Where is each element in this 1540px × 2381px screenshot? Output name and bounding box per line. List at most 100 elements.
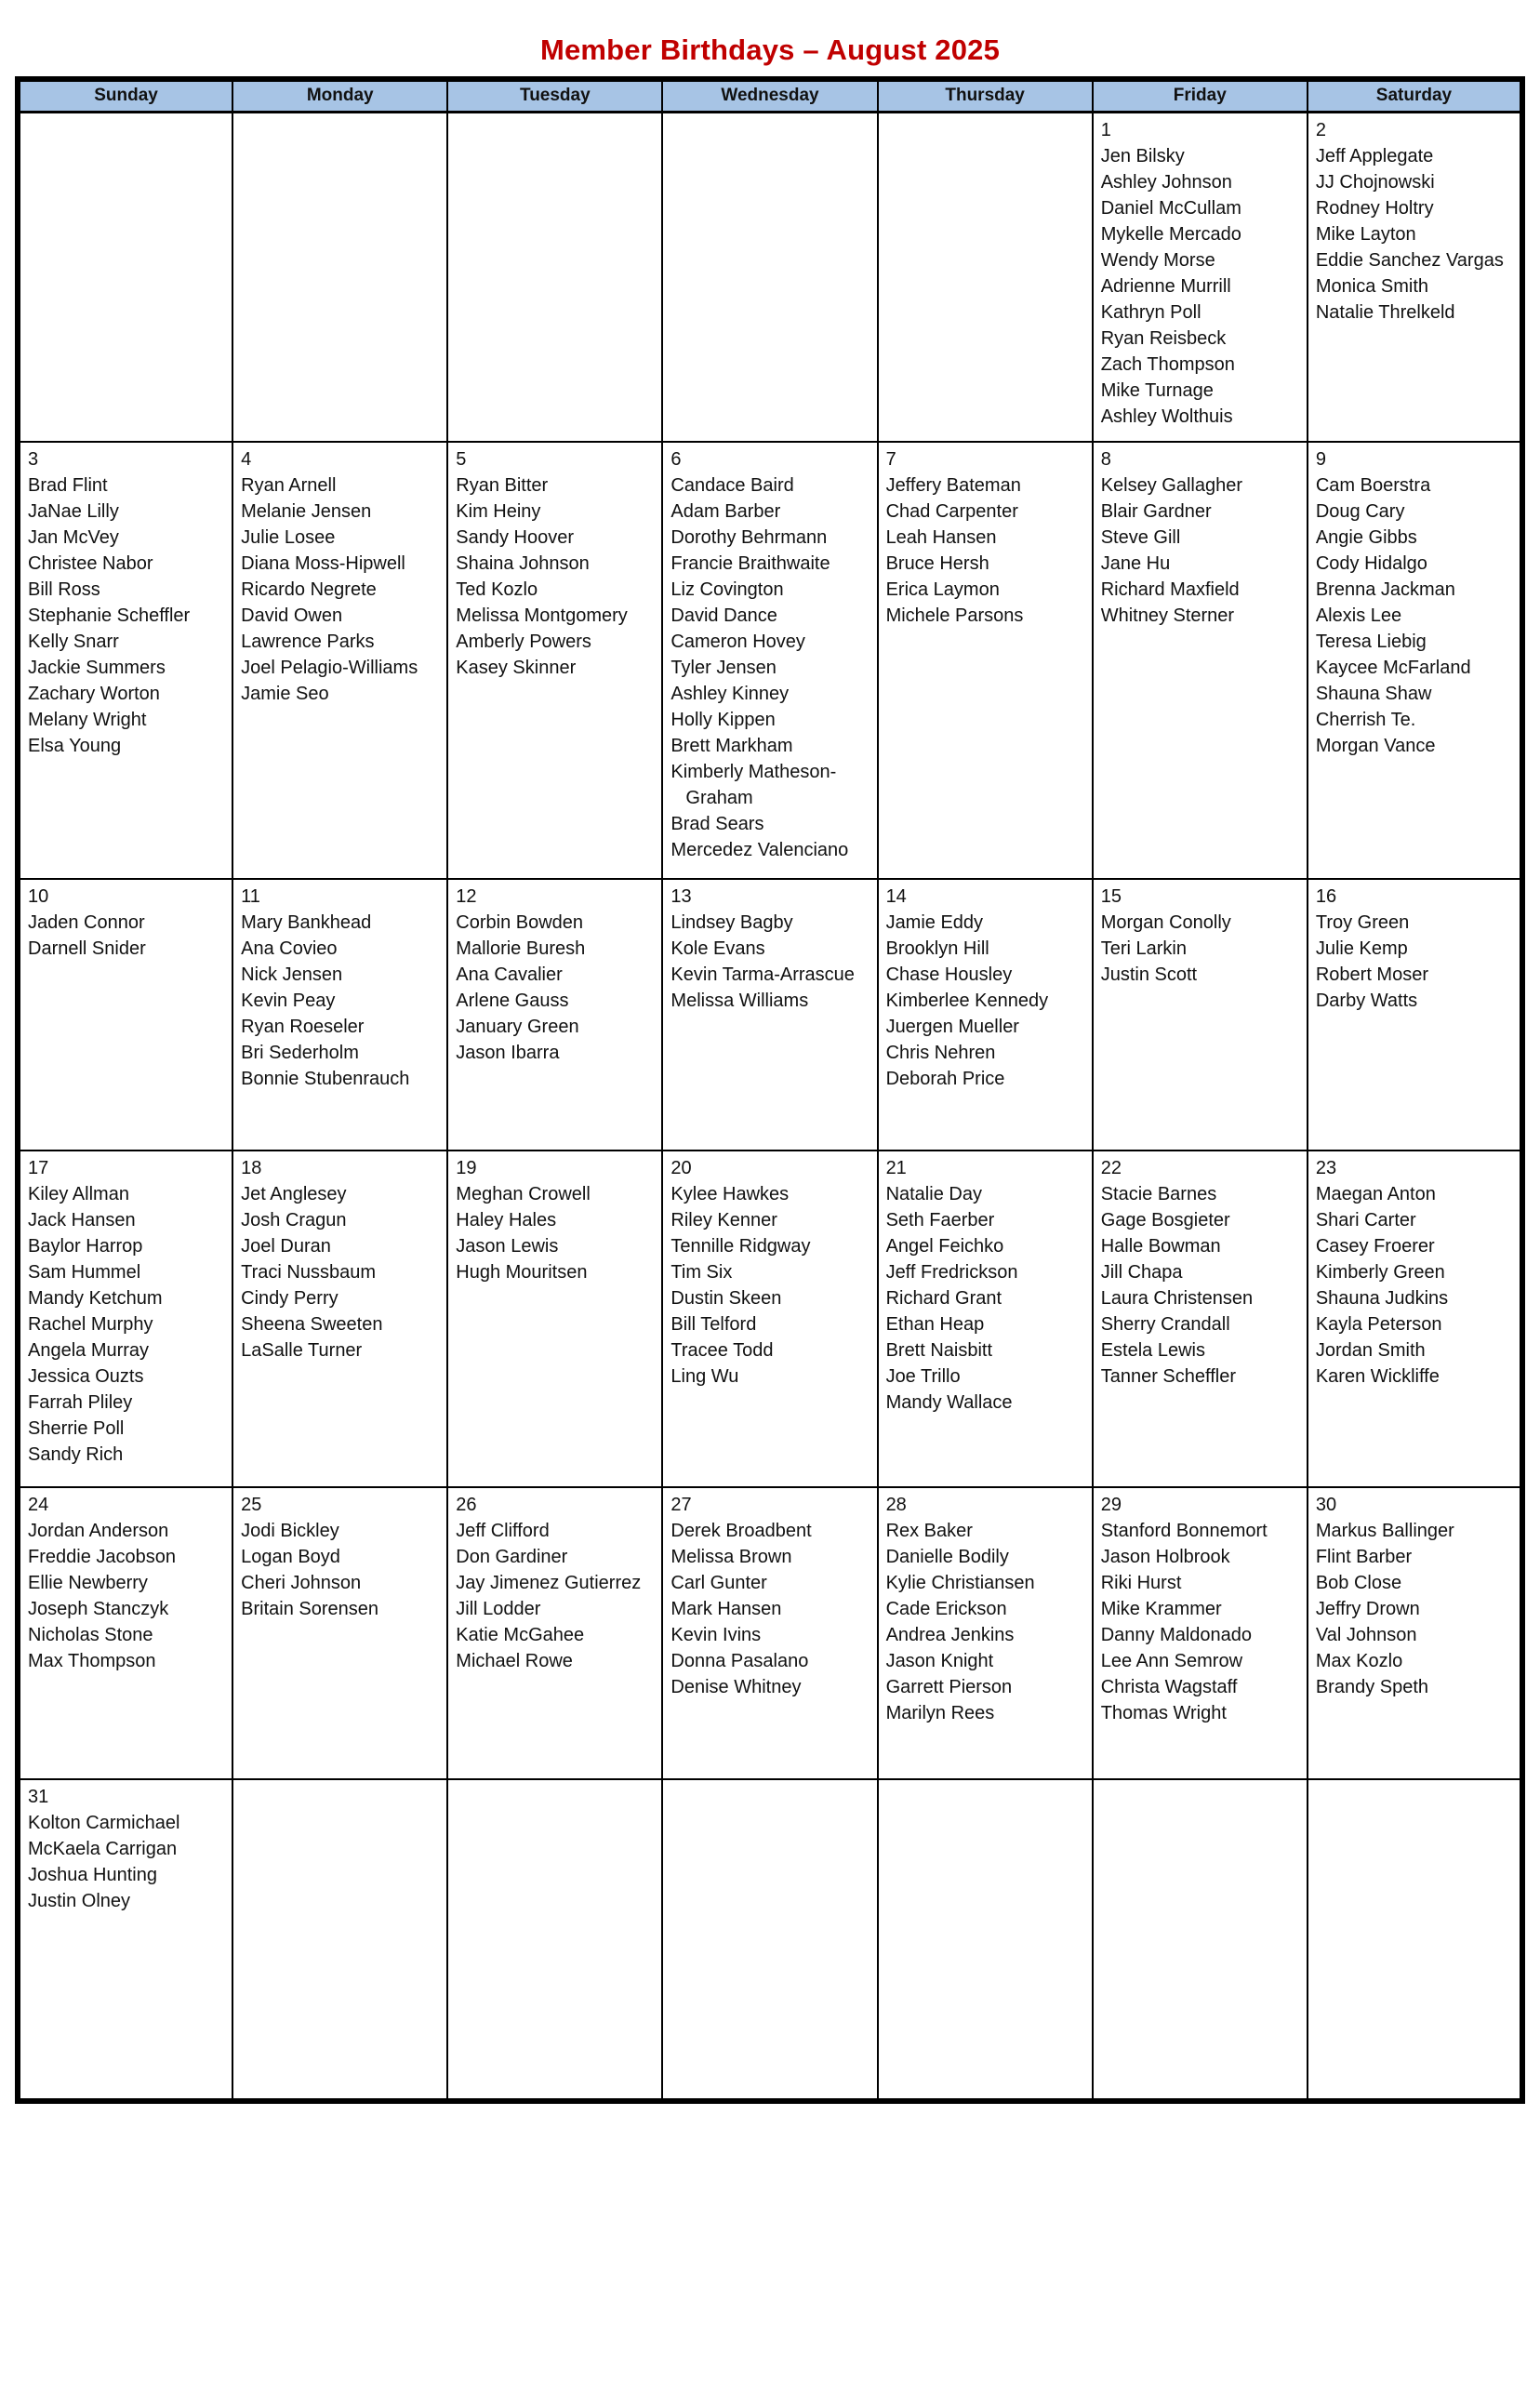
week-row: 3 Brad Flint JaNae Lilly Jan McVey Christee …	[16, 441, 1524, 880]
member-name: David Owen	[241, 605, 343, 626]
member-name: Jason Holbrook	[1100, 1547, 1230, 1567]
member-name: Melanie Jensen	[241, 501, 372, 522]
day-number: 23	[1315, 1158, 1337, 1178]
member-name: Monica Smith	[1315, 275, 1428, 297]
member-name: Kathryn Poll	[1100, 301, 1201, 323]
day-cell-5: 5 Ryan Bitter Kim Heiny Sandy Hoover Shaina …	[446, 441, 664, 880]
member-name: Cody Hidalgo	[1315, 553, 1427, 574]
member-name: Deborah Price	[885, 1069, 1005, 1089]
member-name: Ling Wu	[670, 1366, 739, 1387]
day-number: 19	[456, 1158, 477, 1178]
weekday-header-row: Sunday Monday Tuesday Wednesday Thursday…	[16, 78, 1524, 113]
day-number: 6	[670, 449, 682, 470]
day-cell-17: 17 Kiley Allman Jack Hansen Baylor Harrop Sa…	[16, 1150, 234, 1488]
day-cell-empty	[1091, 1778, 1308, 2102]
member-name: Seth Faerber	[885, 1210, 995, 1230]
member-name: Ana Cavalier	[456, 964, 563, 985]
member-name: Jason Knight	[885, 1651, 994, 1671]
member-name: Jill Chapa	[1100, 1262, 1183, 1283]
member-name: Chris Nehren	[885, 1043, 996, 1063]
member-name: Halle Bowman	[1100, 1236, 1221, 1257]
day-cell-15: 15 Morgan Conolly Teri Larkin Justin Scott	[1091, 878, 1308, 1151]
member-name: Julie Kemp	[1315, 938, 1408, 959]
member-name: Kolton Carmichael	[28, 1813, 180, 1833]
member-name: Bruce Hersh	[885, 553, 989, 574]
day-cell-24: 24 Jordan Anderson Freddie Jacobson Ellie N…	[16, 1486, 234, 1780]
member-name: Morgan Conolly	[1100, 912, 1231, 933]
member-name: Jack Hansen	[28, 1210, 136, 1230]
member-name: Laura Christensen	[1100, 1288, 1254, 1309]
member-name: Julie Losee	[241, 527, 336, 548]
member-name: Leah Hansen	[885, 527, 997, 548]
member-name: Christa Wagstaff	[1100, 1677, 1238, 1697]
member-name: Joseph Stanczyk	[28, 1599, 169, 1619]
member-name: Karen Wickliffe	[1315, 1366, 1440, 1387]
member-name: Tanner Scheffler	[1100, 1366, 1236, 1387]
member-name: Donna Pasalano	[670, 1651, 809, 1671]
day-number: 21	[885, 1158, 907, 1178]
day-cell-25: 25 Jodi Bickley Logan Boyd Cheri Johnson Bri…	[232, 1486, 449, 1780]
member-name: Sandy Rich	[28, 1444, 124, 1465]
day-cell-empty	[876, 1778, 1094, 2102]
day-cell-12: 12 Corbin Bowden Mallorie Buresh Ana Cavali…	[446, 878, 664, 1151]
member-name: Carl Gunter	[670, 1573, 767, 1593]
member-name: Casey Froerer	[1315, 1236, 1435, 1257]
member-name: Holly Kippen	[670, 710, 776, 730]
member-name: Arlene Gauss	[456, 991, 569, 1011]
day-cell-empty	[16, 111, 234, 443]
member-name: Rachel Murphy	[28, 1314, 153, 1335]
day-number: 9	[1315, 449, 1326, 470]
member-name: Danny Maldonado	[1100, 1625, 1253, 1645]
weekday-header-sunday: Sunday	[16, 78, 234, 113]
member-name: Daniel McCullam	[1100, 197, 1241, 219]
member-name: Ricardo Negrete	[241, 579, 377, 600]
member-name: Mike Layton	[1315, 223, 1416, 245]
day-number: 12	[456, 886, 477, 907]
member-name: Sherry Crandall	[1100, 1314, 1230, 1335]
day-cell-20: 20 Kylee Hawkes Riley Kenner Tennille Ridgw…	[661, 1150, 879, 1488]
member-name: Ana Covieo	[241, 938, 338, 959]
member-name: Ryan Roeseler	[241, 1017, 365, 1037]
member-name: Jason Lewis	[456, 1236, 559, 1257]
member-name: Mercedez Valenciano	[670, 840, 849, 860]
member-name: Jeff Clifford	[456, 1521, 550, 1541]
day-number: 25	[241, 1495, 262, 1515]
member-name: Ted Kozlo	[456, 579, 538, 600]
day-cell-1: 1 Jen Bilsky Ashley Johnson Daniel McCullam…	[1091, 111, 1308, 443]
calendar-grid: 1 Jen Bilsky Ashley Johnson Daniel McCullam…	[16, 111, 1524, 2102]
member-name: Amberly Powers	[456, 632, 591, 652]
day-cell-9: 9 Cam Boerstra Doug Cary Angie Gibbs Cody Hi…	[1306, 441, 1524, 880]
week-row: 31 Kolton Carmichael McKaela Carrigan Joshu…	[16, 1778, 1524, 2102]
week-row: 10 Jaden Connor Darnell Snider 11 Mary Bankh…	[16, 878, 1524, 1151]
member-name: Farrah Pliley	[28, 1392, 133, 1413]
member-name: Kevin Peay	[241, 991, 336, 1011]
member-name: Riley Kenner	[670, 1210, 777, 1230]
birthday-calendar: Sunday Monday Tuesday Wednesday Thursday…	[15, 76, 1525, 2104]
member-name: Teri Larkin	[1100, 938, 1187, 959]
day-cell-empty	[232, 111, 449, 443]
member-name: Haley Hales	[456, 1210, 557, 1230]
member-name: Tracee Todd	[670, 1340, 774, 1361]
member-name: Jackie Summers	[28, 658, 166, 678]
member-name: Morgan Vance	[1315, 736, 1436, 756]
member-name: Kasey Skinner	[456, 658, 577, 678]
member-name: Kayla Peterson	[1315, 1314, 1442, 1335]
day-cell-18: 18 Jet Anglesey Josh Cragun Joel Duran Traci…	[232, 1150, 449, 1488]
day-cell-14: 14 Jamie Eddy Brooklyn Hill Chase Housley Ki…	[876, 878, 1094, 1151]
member-name: Logan Boyd	[241, 1547, 340, 1567]
member-name: Candace Baird	[670, 475, 794, 496]
day-number: 2	[1315, 119, 1326, 140]
member-name: Shaina Johnson	[456, 553, 590, 574]
day-number: 5	[456, 449, 467, 470]
member-name: LaSalle Turner	[241, 1340, 363, 1361]
member-name: Mike Krammer	[1100, 1599, 1222, 1619]
day-number: 29	[1100, 1495, 1122, 1515]
day-cell-16: 16 Troy Green Julie Kemp Robert Moser Darby …	[1306, 878, 1524, 1151]
day-number: 31	[28, 1787, 49, 1807]
member-name: Brooklyn Hill	[885, 938, 989, 959]
member-name: Darnell Snider	[28, 938, 146, 959]
day-cell-2: 2 Jeff Applegate JJ Chojnowski Rodney Holtr…	[1306, 111, 1524, 443]
member-name: Melissa Brown	[670, 1547, 792, 1567]
member-name: Max Thompson	[28, 1651, 156, 1671]
member-name: Bill Ross	[28, 579, 100, 600]
